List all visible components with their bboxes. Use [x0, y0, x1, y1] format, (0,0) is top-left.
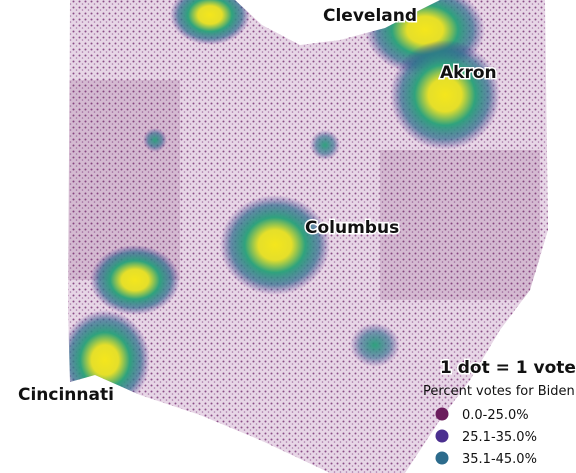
legend: 0.0-25.0% 25.1-35.0% 35.1-45.0%: [435, 407, 537, 467]
legend-title: 1 dot = 1 vote: [440, 358, 576, 378]
city-label: Akron: [440, 63, 497, 83]
legend-swatch: [435, 451, 449, 465]
legend-swatch: [435, 429, 449, 443]
city-label: Cleveland: [323, 6, 417, 26]
legend-subtitle: Percent votes for Biden: [423, 384, 575, 399]
city-label: Columbus: [305, 218, 399, 238]
legend-label: 25.1-35.0%: [462, 430, 537, 445]
legend-label: 0.0-25.0%: [462, 408, 529, 423]
legend-label: 35.1-45.0%: [462, 452, 537, 467]
city-label: Cincinnati: [18, 385, 114, 405]
legend-swatch: [435, 407, 449, 421]
